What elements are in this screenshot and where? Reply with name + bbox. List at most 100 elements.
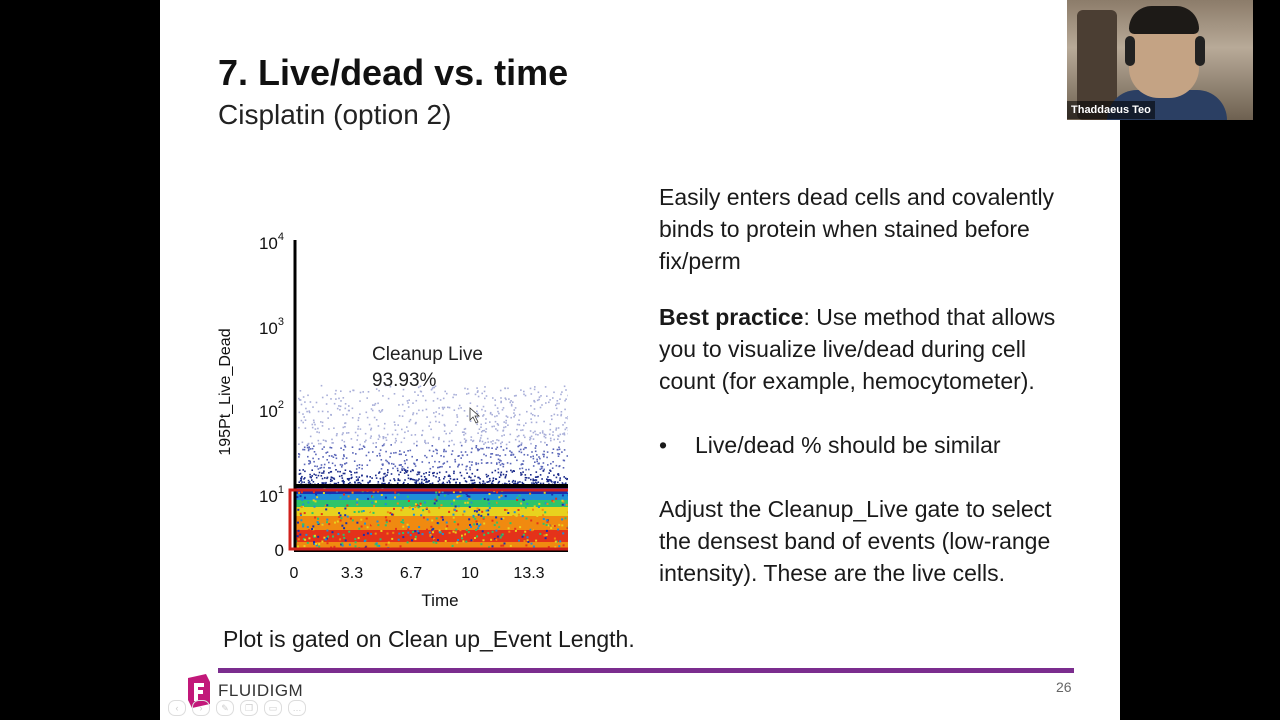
event-dot bbox=[412, 413, 414, 416]
event-dot bbox=[565, 398, 567, 400]
event-dot bbox=[485, 431, 487, 433]
cleanup-live-gate[interactable] bbox=[288, 488, 568, 551]
density-speckle bbox=[402, 525, 405, 528]
event-dot bbox=[372, 451, 374, 453]
event-dot bbox=[500, 471, 503, 474]
screen-icon[interactable]: ▭ bbox=[264, 700, 282, 716]
density-speckle bbox=[477, 518, 480, 521]
copy-icon[interactable]: ❐ bbox=[240, 700, 258, 716]
event-dot bbox=[413, 462, 415, 465]
event-dot bbox=[492, 479, 495, 482]
event-dot bbox=[457, 407, 460, 410]
event-dot bbox=[553, 413, 556, 416]
event-dot bbox=[390, 444, 392, 446]
event-dot bbox=[432, 436, 435, 439]
event-dot bbox=[321, 425, 324, 427]
event-dot bbox=[356, 439, 358, 441]
event-dot bbox=[514, 407, 517, 409]
event-dot bbox=[565, 482, 567, 484]
density-speckle bbox=[536, 522, 539, 525]
event-dot bbox=[559, 433, 562, 436]
event-dot bbox=[513, 412, 515, 414]
event-dot bbox=[442, 408, 444, 410]
event-dot bbox=[507, 387, 509, 390]
density-speckle bbox=[529, 492, 532, 495]
event-dot bbox=[311, 479, 313, 481]
event-dot bbox=[436, 449, 438, 452]
density-speckle bbox=[445, 521, 448, 524]
event-dot bbox=[484, 397, 486, 400]
density-speckle bbox=[437, 493, 440, 496]
event-dot bbox=[464, 441, 467, 443]
pen-icon[interactable]: ✎ bbox=[216, 700, 234, 716]
event-dot bbox=[387, 397, 390, 400]
event-dot bbox=[313, 460, 315, 463]
event-dot bbox=[442, 463, 445, 465]
forward-icon[interactable]: › bbox=[192, 700, 210, 716]
density-speckle bbox=[419, 504, 422, 507]
event-dot bbox=[510, 454, 512, 456]
density-speckle bbox=[367, 511, 370, 514]
density-speckle bbox=[500, 517, 503, 520]
density-speckle bbox=[524, 506, 527, 509]
event-dot bbox=[484, 422, 487, 424]
event-dot bbox=[505, 447, 508, 450]
event-dot bbox=[431, 483, 433, 485]
event-dot bbox=[331, 476, 333, 479]
event-dot bbox=[375, 388, 378, 390]
event-dot bbox=[505, 398, 507, 401]
event-dot bbox=[486, 481, 488, 483]
event-dot bbox=[298, 411, 301, 414]
event-dot bbox=[389, 385, 392, 388]
event-dot bbox=[535, 433, 537, 436]
event-dot bbox=[347, 409, 350, 412]
density-speckle bbox=[385, 521, 388, 524]
density-speckle bbox=[388, 520, 391, 523]
event-dot bbox=[357, 417, 360, 419]
event-dot bbox=[413, 442, 415, 445]
event-dot bbox=[476, 412, 479, 415]
density-speckle bbox=[481, 510, 484, 513]
footer-rule bbox=[218, 668, 1074, 673]
event-dot bbox=[314, 428, 317, 430]
density-speckle bbox=[321, 540, 324, 543]
back-icon[interactable]: ‹ bbox=[168, 700, 186, 716]
density-speckle bbox=[518, 539, 520, 542]
event-dot bbox=[495, 454, 497, 456]
event-dot bbox=[414, 422, 417, 425]
density-speckle bbox=[475, 520, 478, 523]
event-dot bbox=[497, 439, 500, 442]
event-dot bbox=[456, 416, 459, 418]
event-dot bbox=[351, 476, 353, 479]
density-speckle bbox=[436, 495, 439, 498]
density-speckle bbox=[518, 531, 521, 533]
density-speckle bbox=[386, 511, 389, 514]
density-speckle bbox=[430, 525, 433, 528]
event-dot bbox=[548, 479, 551, 481]
density-speckle bbox=[324, 504, 327, 507]
event-dot bbox=[490, 441, 492, 443]
event-dot bbox=[510, 469, 512, 472]
event-dot bbox=[474, 393, 477, 396]
density-speckle bbox=[314, 534, 316, 537]
density-speckle bbox=[566, 527, 568, 530]
fluidigm-logo-icon bbox=[188, 674, 210, 708]
density-speckle bbox=[468, 498, 471, 501]
event-dot bbox=[509, 462, 512, 465]
event-dot bbox=[401, 466, 404, 468]
event-dot bbox=[439, 399, 442, 401]
density-speckle bbox=[558, 523, 561, 526]
density-speckle bbox=[505, 509, 508, 511]
density-speckle bbox=[438, 531, 441, 534]
event-dot bbox=[443, 448, 446, 451]
density-speckle bbox=[451, 544, 454, 547]
density-speckle bbox=[373, 504, 376, 507]
density-speckle bbox=[545, 519, 548, 522]
more-icon[interactable]: … bbox=[288, 700, 306, 716]
event-dot bbox=[471, 482, 473, 485]
event-dot bbox=[322, 456, 324, 458]
event-dot bbox=[383, 473, 385, 475]
event-dot bbox=[540, 395, 542, 397]
event-dot bbox=[470, 476, 472, 479]
event-dot bbox=[483, 429, 486, 432]
